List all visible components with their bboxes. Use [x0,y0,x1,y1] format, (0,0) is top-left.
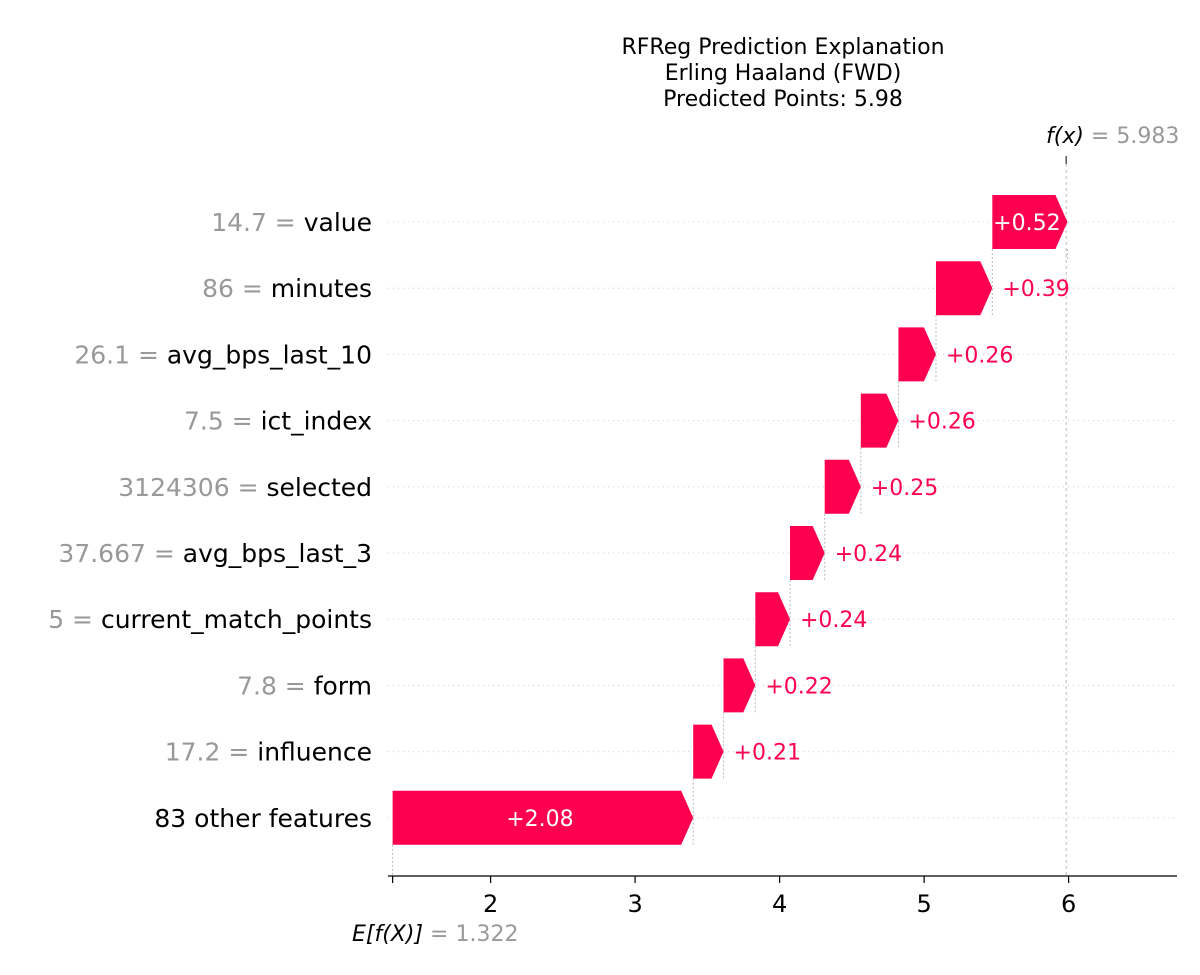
equals-sign: = [1084,124,1116,149]
feature-label: 17.2 = influence [165,738,372,767]
feature-value: 5 [48,605,64,634]
contribution-bar [824,459,861,514]
feature-labels: +0.52 14.7 = value +0.39 86 = minutes +0.26 2… [48,208,1070,833]
equals-sign: = [130,340,167,369]
feature-label: 37.667 = avg_bps_last_3 [58,539,372,568]
output-label: f(x) [1046,124,1084,149]
equals-sign: = [234,274,271,303]
output-value: 5.983 [1116,124,1179,149]
equals-sign: = [224,407,261,436]
x-tick-label: 5 [916,890,931,918]
output-value-annotation: f(x) = 5.983 [1046,124,1179,149]
feature-name: avg_bps_last_10 [167,340,372,369]
feature-value: 7.5 [184,407,224,436]
equals-sign: = [64,605,101,634]
x-tick-label: 4 [772,890,787,918]
contribution-label: +0.39 [1002,277,1069,302]
x-tick-label: 6 [1061,890,1076,918]
feature-label: 86 = minutes [202,274,372,303]
feature-label: 14.7 = value [211,208,372,237]
feature-name: avg_bps_last_3 [183,539,372,568]
feature-value: 17.2 [165,738,221,767]
feature-value: 37.667 [58,539,145,568]
contribution-bar [392,790,694,845]
base-value-annotation: E[f(X)] = 1.322 [352,922,518,947]
feature-label: 83 other features [154,804,372,833]
contribution-label: +0.26 [908,410,975,435]
contribution-bar [723,658,756,713]
contribution-label: +0.52 [993,211,1060,236]
feature-label: 5 = current_match_points [48,605,372,634]
feature-value: 14.7 [211,208,267,237]
row-gridlines [388,221,1177,819]
contribution-label: +0.24 [800,608,867,633]
feature-name: current_match_points [101,605,372,634]
contribution-bars [392,195,1068,876]
contribution-bar [693,724,724,779]
equals-sign: = [220,738,257,767]
feature-name: selected [266,473,372,502]
equals-sign: = [277,671,314,700]
contribution-label: +0.25 [871,476,938,501]
feature-name: 83 other features [154,804,372,833]
chart-title-line: Predicted Points: 5.98 [663,87,903,112]
contribution-label: +0.21 [734,741,801,766]
contribution-bar [755,592,791,647]
chart-title-line: RFReg Prediction Explanation [621,35,944,60]
feature-name: influence [257,738,372,767]
contribution-label: +0.26 [946,343,1013,368]
x-tick-label: 3 [627,890,642,918]
equals-sign: = [267,208,304,237]
feature-value: 7.8 [237,671,277,700]
equals-sign: = [146,539,183,568]
feature-value: 3124306 [118,473,229,502]
feature-label: 3124306 = selected [118,473,372,502]
feature-name: value [304,208,372,237]
contribution-label: +0.22 [765,674,832,699]
contribution-bar [935,261,993,316]
feature-value: 86 [202,274,234,303]
x-axis: 2 3 4 5 6 [388,875,1177,918]
feature-name: minutes [271,274,372,303]
feature-label: 7.8 = form [237,671,372,700]
feature-value: 26.1 [74,340,130,369]
equals-sign: = [230,473,267,502]
feature-name: ict_index [261,407,372,436]
contribution-label: +2.08 [506,807,573,832]
equals-sign: = [423,922,455,947]
base-value: 1.322 [455,922,518,947]
annotations: f(x) = 5.983 E[f(X)] = 1.322 [352,124,1179,947]
chart-title-line: Erling Haaland (FWD) [665,61,902,86]
base-label: E[f(X)] [352,922,423,947]
feature-label: 26.1 = avg_bps_last_10 [74,340,372,369]
contribution-bar [992,195,1068,249]
x-tick-label: 2 [483,890,498,918]
contribution-bar [790,526,825,580]
contribution-bar [898,327,936,382]
contribution-bar [860,393,899,448]
contribution-label: +0.24 [835,542,902,567]
feature-name: form [314,671,372,700]
feature-label: 7.5 = ict_index [184,407,372,436]
